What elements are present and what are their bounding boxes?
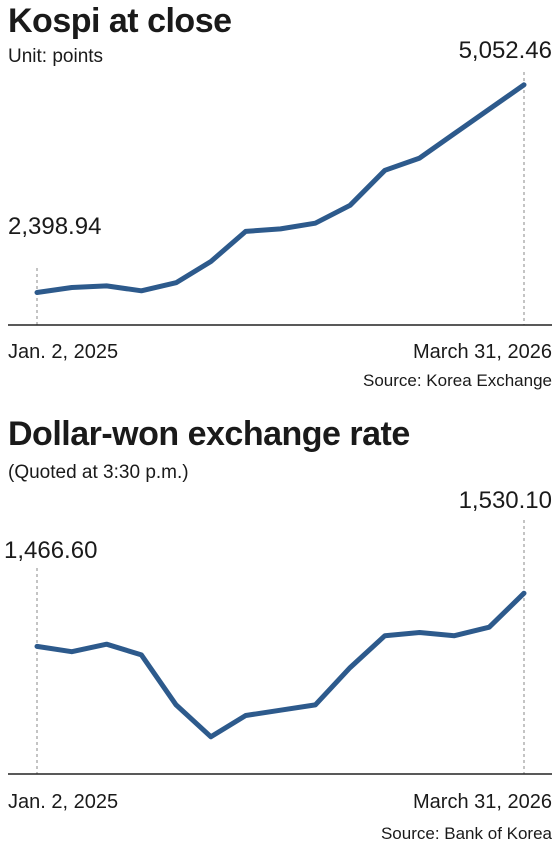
kospi-x-start-label: Jan. 2, 2025 [8,341,118,363]
fx-x-start-label: Jan. 2, 2025 [8,791,118,813]
fx-series-line [34,590,527,740]
fx-start-label: 1,466.60 [4,537,97,564]
fx-chart-title: Dollar-won exchange rate [8,415,410,453]
kospi-source: Source: Korea Exchange [362,371,552,390]
kospi-peak-label: 5,052.46 [459,37,552,64]
kospi-x-end-label: March 31, 2026 [413,341,552,363]
fx-source: Source: Bank of Korea [380,824,552,843]
kospi-series-line [34,82,527,295]
kospi-line-chart: 2,398.94 5,052.46 Jan. 2, 2025 March 31,… [8,37,552,363]
fx-chart-subtitle: (Quoted at 3:30 p.m.) [8,462,189,483]
fx-end-label: 1,530.10 [459,487,552,514]
kospi-start-label: 2,398.94 [8,213,101,240]
fx-x-end-label: March 31, 2026 [413,791,552,813]
kospi-chart-subtitle: Unit: points [8,46,104,67]
kospi-chart-title: Kospi at close [8,2,232,40]
fx-line-chart: 1,466.60 1,530.10 Jan. 2, 2025 March 31,… [4,487,552,813]
